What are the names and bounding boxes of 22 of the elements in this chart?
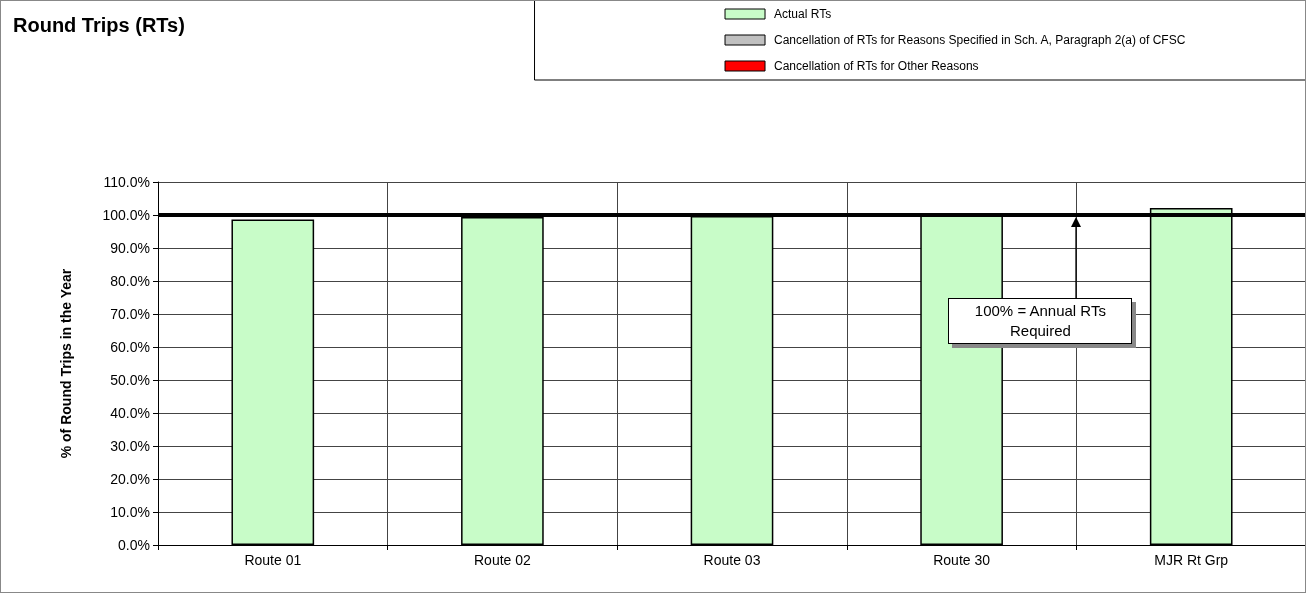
x-tick-label: Route 03 bbox=[703, 552, 761, 568]
y-tick-label: 60.0% bbox=[110, 339, 150, 355]
y-tick-label: 100.0% bbox=[102, 207, 150, 223]
y-tick-label: 80.0% bbox=[110, 273, 150, 289]
x-tick-label: Route 30 bbox=[933, 552, 991, 568]
x-tick-label: MJR Rt Grp bbox=[1154, 552, 1229, 568]
y-tick-label: 110.0% bbox=[103, 174, 150, 190]
y-tick-label: 70.0% bbox=[110, 306, 150, 322]
legend-label: Actual RTs bbox=[774, 7, 832, 21]
y-tick-label: 0.0% bbox=[118, 537, 150, 553]
y-tick-label: 90.0% bbox=[110, 240, 150, 256]
y-tick-label: 20.0% bbox=[110, 471, 150, 487]
y-tick-label: 50.0% bbox=[110, 372, 150, 388]
x-tick-label: Route 02 bbox=[473, 552, 532, 568]
x-tick-label: Route 01 bbox=[244, 552, 302, 568]
y-axis-title: % of Round Trips in the Year bbox=[58, 268, 74, 459]
y-tick-label: 30.0% bbox=[110, 438, 150, 454]
chart-title: Round Trips (RTs) bbox=[13, 14, 185, 36]
legend-label: Cancellation of RTs for Other Reasons bbox=[774, 59, 979, 73]
legend-label: Cancellation of RTs for Reasons Specified in Sch. A, Paragraph 2(a) of CFSC bbox=[774, 33, 1186, 47]
y-tick-label: 40.0% bbox=[110, 405, 150, 421]
y-tick-label: 10.0% bbox=[110, 504, 150, 520]
